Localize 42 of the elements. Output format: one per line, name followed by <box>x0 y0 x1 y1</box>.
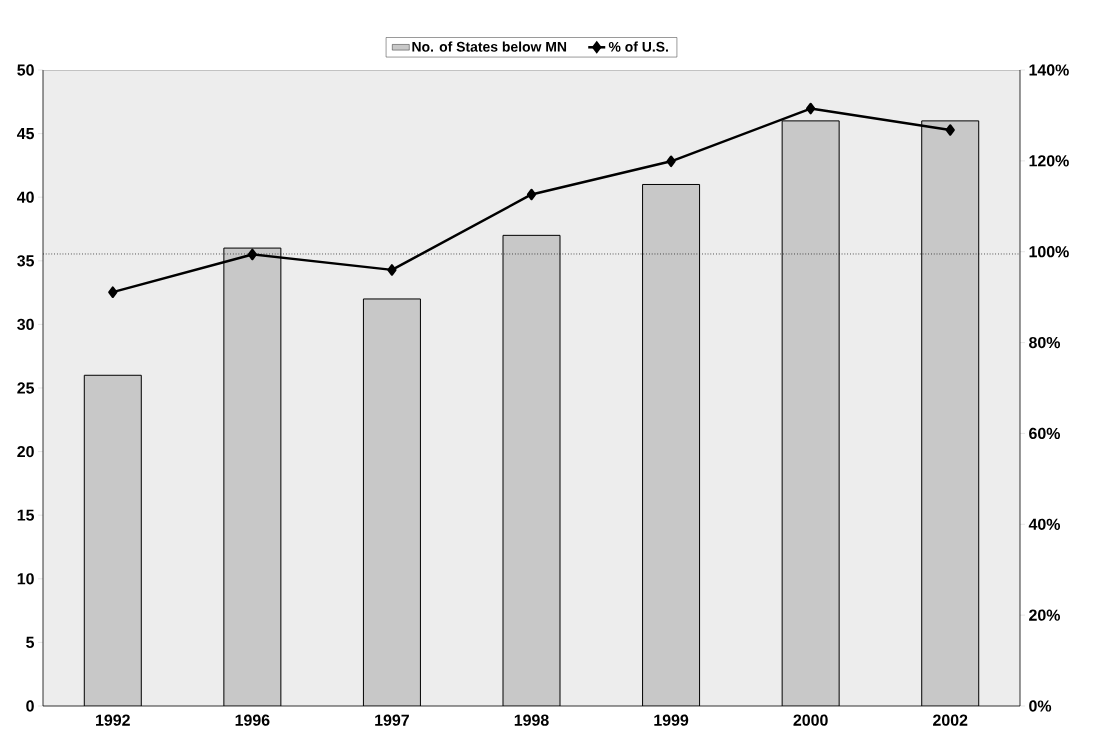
y2-tick-label: 60% <box>1029 427 1060 440</box>
x-tick-label: 2000 <box>793 714 828 726</box>
y-tick-label: 20 <box>17 445 34 458</box>
point <box>806 102 816 115</box>
y-tick-label: 15 <box>17 509 35 521</box>
y-tick-label: 0 <box>26 700 34 712</box>
x-tick-label: 2002 <box>933 714 968 726</box>
y-tick-label: 35 <box>17 255 35 267</box>
y-tick-label: 10 <box>17 573 34 585</box>
point <box>108 286 118 298</box>
x-tick-label: 1997 <box>375 714 409 726</box>
bar <box>84 375 142 706</box>
bar <box>503 235 560 706</box>
y-tick-label: 50 <box>17 64 34 76</box>
y-tick-label: 40 <box>16 191 34 203</box>
y-tick-label: 30 <box>17 318 34 331</box>
y2-tick-label: 80% <box>1029 336 1060 349</box>
point <box>945 124 955 136</box>
point <box>247 248 257 261</box>
point <box>526 188 537 201</box>
bar <box>223 248 281 706</box>
point <box>666 155 676 168</box>
x-tick-label: 1999 <box>654 714 689 726</box>
y2-tick-label: 0% <box>1029 700 1052 712</box>
bar <box>642 184 700 706</box>
y-tick-label: 45 <box>16 128 35 140</box>
y2-tick-label: 40% <box>1028 518 1060 530</box>
y2-tick-label: 100% <box>1029 246 1069 258</box>
y2-tick-label: 20% <box>1029 609 1060 621</box>
bar <box>363 298 421 706</box>
y2-tick-label: 120% <box>1029 155 1069 167</box>
x-tick-label: 1996 <box>235 714 270 726</box>
x-tick-label: 1998 <box>514 714 549 726</box>
point <box>387 264 397 276</box>
y2-tick-label: 140% <box>1029 64 1069 76</box>
bar <box>921 120 980 706</box>
legend-label: No. of States below MN <box>412 41 567 52</box>
bar <box>782 120 840 706</box>
y-tick-label: 5 <box>26 636 35 648</box>
legend-label: % of U.S. <box>608 41 668 52</box>
y-tick-label: 25 <box>17 382 35 394</box>
x-tick-label: 1992 <box>96 714 130 726</box>
